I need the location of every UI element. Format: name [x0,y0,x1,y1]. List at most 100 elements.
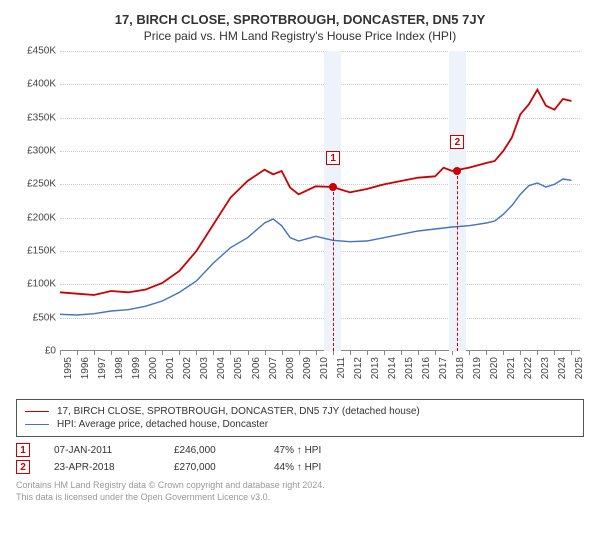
x-axis-label: 1999 [131,357,142,379]
x-axis-label: 2006 [251,357,262,379]
x-tick [299,351,300,355]
x-axis-label: 2022 [523,357,534,379]
x-axis-label: 2001 [165,357,176,379]
x-axis-label: 2003 [199,357,210,379]
sale-index-box: 1 [16,443,30,457]
x-tick [94,351,95,355]
x-axis-label: 1996 [80,357,91,379]
legend-item: HPI: Average price, detached house, Donc… [25,419,575,430]
title-block: 17, BIRCH CLOSE, SPROTBROUGH, DONCASTER,… [12,12,588,43]
x-tick [350,351,351,355]
x-tick [128,351,129,355]
legend: 17, BIRCH CLOSE, SPROTBROUGH, DONCASTER,… [16,399,584,437]
x-axis-label: 2005 [233,357,244,379]
x-axis-label: 2014 [387,357,398,379]
x-axis-label: 1998 [114,357,125,379]
chart: 12 £0£50K£100K£150K£200K£250K£300K£350K£… [12,51,588,391]
x-axis-label: 1997 [97,357,108,379]
x-axis-label: 2018 [455,357,466,379]
x-axis-label: 2000 [148,357,159,379]
x-tick [282,351,283,355]
x-axis-label: 2024 [557,357,568,379]
x-tick [179,351,180,355]
x-axis-label: 2017 [438,357,449,379]
x-axis-label: 2009 [302,357,313,379]
x-axis-label: 2020 [489,357,500,379]
x-axis-label: 2011 [336,357,347,379]
sale-index-box: 2 [16,460,30,474]
x-axis-label: 2016 [421,357,432,379]
sale-dot [329,183,337,191]
x-tick [230,351,231,355]
x-tick [145,351,146,355]
x-tick [503,351,504,355]
x-tick [418,351,419,355]
sale-price: £246,000 [174,445,274,456]
sale-row: 1 07-JAN-2011£246,00047% ↑ HPI [16,443,584,457]
x-tick [196,351,197,355]
y-axis-label: £50K [12,312,56,323]
x-tick [486,351,487,355]
x-tick [469,351,470,355]
x-tick [367,351,368,355]
x-axis-label: 2023 [540,357,551,379]
sale-marker-box: 2 [450,135,464,149]
x-tick [401,351,402,355]
x-axis-label: 2004 [216,357,227,379]
x-tick [554,351,555,355]
chart-subtitle: Price paid vs. HM Land Registry's House … [12,29,588,43]
y-axis-label: £350K [12,112,56,123]
footnote-line-2: This data is licensed under the Open Gov… [16,492,584,504]
sale-delta: 44% ↑ HPI [274,462,394,473]
x-axis-label: 2010 [319,357,330,379]
x-axis-label: 1995 [63,357,74,379]
footnote: Contains HM Land Registry data © Crown c… [16,480,584,503]
footnote-line-1: Contains HM Land Registry data © Crown c… [16,480,584,492]
x-tick [333,351,334,355]
x-axis-label: 2007 [268,357,279,379]
x-tick [537,351,538,355]
chart-title-address: 17, BIRCH CLOSE, SPROTBROUGH, DONCASTER,… [12,12,588,27]
sale-marker-box: 1 [326,151,340,165]
x-tick [248,351,249,355]
x-tick [571,351,572,355]
x-tick [213,351,214,355]
y-axis-label: £0 [12,346,56,357]
y-axis-label: £150K [12,246,56,257]
sales-table: 1 07-JAN-2011£246,00047% ↑ HPI 223-APR-201… [16,443,584,474]
x-axis-label: 2002 [182,357,193,379]
y-axis-label: £400K [12,79,56,90]
x-axis-label: 2019 [472,357,483,379]
x-axis-label: 2021 [506,357,517,379]
sale-date: 07-JAN-2011 [54,445,174,456]
sale-price: £270,000 [174,462,274,473]
x-tick [435,351,436,355]
legend-label: 17, BIRCH CLOSE, SPROTBROUGH, DONCASTER,… [57,406,420,417]
x-axis-label: 2015 [404,357,415,379]
x-axis-label: 2012 [353,357,364,379]
y-axis-label: £450K [12,46,56,57]
x-tick [265,351,266,355]
x-tick [60,351,61,355]
line-series [60,51,580,351]
legend-item: 17, BIRCH CLOSE, SPROTBROUGH, DONCASTER,… [25,406,575,417]
x-axis-label: 2013 [370,357,381,379]
y-axis-label: £200K [12,212,56,223]
x-tick [316,351,317,355]
x-axis-label: 2008 [285,357,296,379]
x-tick [162,351,163,355]
x-axis-label: 2025 [574,357,585,379]
sale-row: 223-APR-2018£270,00044% ↑ HPI [16,460,584,474]
x-tick [520,351,521,355]
series-property [60,90,571,295]
sale-delta: 47% ↑ HPI [274,445,394,456]
sale-vline [333,187,334,351]
sale-dot [453,167,461,175]
x-tick [452,351,453,355]
sale-vline [457,171,458,351]
legend-swatch [25,424,49,425]
x-tick [111,351,112,355]
legend-swatch [25,411,49,412]
x-tick [77,351,78,355]
y-axis-label: £100K [12,279,56,290]
